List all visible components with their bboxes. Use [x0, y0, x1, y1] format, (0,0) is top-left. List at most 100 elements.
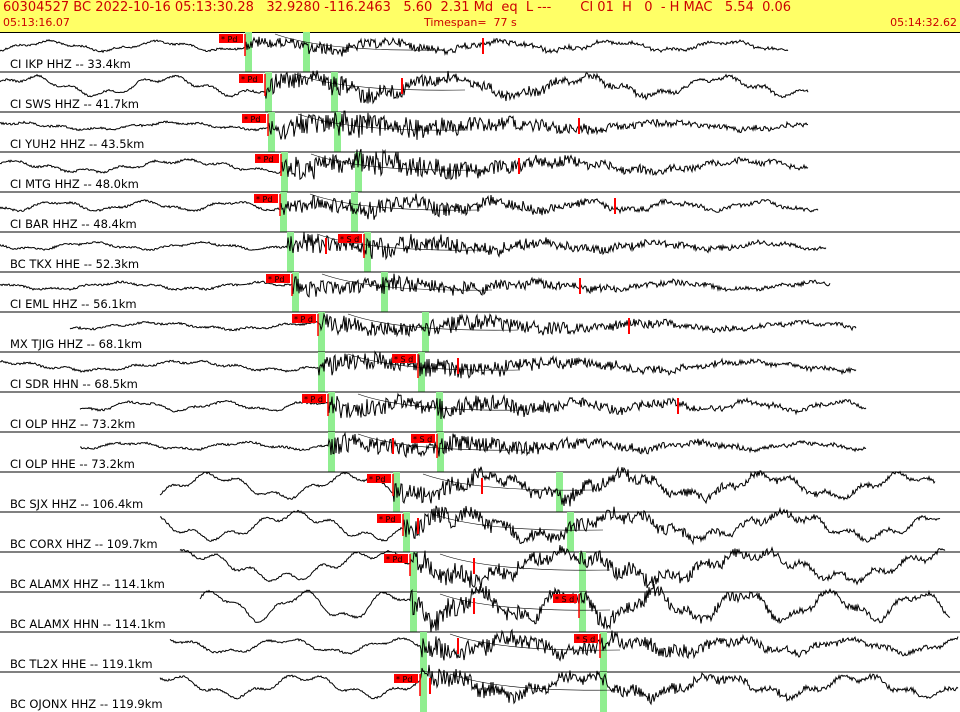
p-window — [287, 232, 294, 272]
p-pick-label: * Pd — [369, 475, 385, 484]
station-label: CI MTG HHZ -- 48.0km — [10, 177, 139, 191]
p-window — [420, 672, 427, 712]
coda-curve — [321, 273, 493, 291]
waveform — [69, 312, 857, 338]
s-pick-label: * S d — [413, 435, 432, 444]
station-label: CI YUH2 HHZ -- 43.5km — [10, 137, 145, 151]
coda-curve — [347, 353, 519, 371]
waveform — [79, 392, 867, 420]
station-label: CI IKP HHZ -- 33.4km — [10, 57, 131, 71]
s-window — [600, 632, 607, 672]
seismogram-panel[interactable]: * Pd * Pd * Pd * Pd * Pd * S d * Pd * P d * S d *… — [0, 32, 960, 712]
station-label: BC ALAMX HHN -- 114.1km — [10, 617, 166, 631]
coda-curve — [294, 73, 466, 91]
s-window — [600, 672, 607, 712]
waveform — [0, 273, 831, 298]
station-label: BC ALAMX HHZ -- 114.1km — [10, 577, 165, 591]
p-window — [318, 312, 325, 352]
station-label: BC OJONX HHZ -- 119.9km — [10, 697, 163, 711]
s-window — [355, 152, 362, 192]
s-pick-label: * S d — [576, 635, 595, 644]
p-pick-label: * Pd — [379, 515, 395, 524]
coda-curve — [347, 313, 519, 331]
station-label: CI BAR HHZ -- 48.4km — [10, 217, 137, 231]
waveform — [0, 36, 789, 57]
s-window — [422, 312, 429, 352]
p-pick-box — [242, 114, 266, 123]
p-pick-box — [254, 194, 278, 203]
p-pick-box — [255, 154, 279, 163]
timespan: Timespan= 77 s — [424, 16, 517, 29]
waveform — [0, 232, 827, 261]
waveform — [159, 505, 941, 546]
s-pick-label: * S d — [394, 355, 413, 364]
s-window — [437, 432, 444, 472]
coda-curve — [274, 33, 446, 51]
p-window — [328, 392, 335, 432]
coda-curve — [422, 473, 594, 491]
trace-labels: CI IKP HHZ -- 33.4km CI SWS HHZ -- 41.7km… — [0, 32, 960, 712]
waveform — [199, 583, 951, 633]
waveform — [0, 193, 819, 220]
coda-curve — [449, 633, 621, 651]
station-label: MX TJIG HHZ -- 68.1km — [10, 337, 143, 351]
s-pick-label: * S d — [340, 235, 359, 244]
event-summary: 60304527 BC 2022-10-16 05:13:30.28 32.92… — [3, 0, 792, 15]
p-pick-box — [292, 314, 316, 323]
coda-curve — [439, 593, 611, 611]
waveform — [179, 544, 946, 589]
s-window — [364, 232, 371, 272]
p-pick-label: * Pd — [268, 275, 284, 284]
p-pick-box — [394, 674, 418, 683]
start-time: 05:13:16.07 — [3, 16, 70, 29]
p-pick-box — [239, 74, 263, 83]
p-pick-box — [266, 274, 290, 283]
p-window — [410, 592, 417, 632]
s-window — [436, 392, 443, 432]
coda-curve — [316, 233, 488, 251]
coda-curve — [357, 433, 529, 451]
p-pick-label: * Pd — [256, 195, 272, 204]
p-pick-box — [384, 554, 408, 563]
p-window — [410, 552, 417, 592]
p-pick-label: * Pd — [386, 555, 402, 564]
p-pick-box — [219, 34, 243, 43]
waveform — [80, 431, 867, 459]
coda-curve — [449, 673, 621, 691]
station-label: CI OLP HHZ -- 73.2km — [10, 417, 136, 431]
station-label: BC CORX HHZ -- 109.7km — [10, 537, 158, 551]
station-label: CI SDR HHN -- 68.5km — [10, 377, 138, 391]
p-pick-label: * Pd — [241, 75, 257, 84]
station-label: BC TKX HHE -- 52.3km — [10, 257, 140, 271]
s-pick-box — [553, 594, 577, 603]
waveform — [0, 350, 857, 379]
p-pick-box — [367, 474, 391, 483]
p-pick-label: * P d — [304, 395, 323, 404]
p-pick-label: * Pd — [244, 115, 260, 124]
s-pick-box — [411, 434, 435, 443]
p-window — [281, 152, 288, 192]
s-pick-box — [392, 354, 416, 363]
station-label: BC TL2X HHE -- 119.1km — [10, 657, 153, 671]
coda-curve — [439, 553, 611, 571]
p-pick-label: * Pd — [257, 155, 273, 164]
p-window — [245, 32, 252, 72]
waveform — [159, 664, 959, 706]
p-window — [265, 72, 272, 112]
p-window — [318, 352, 325, 392]
s-pick-box — [574, 634, 598, 643]
event-header: 60304527 BC 2022-10-16 05:13:30.28 32.92… — [0, 0, 960, 33]
waveform — [169, 628, 959, 662]
coda-curve — [357, 393, 529, 411]
p-pick-label: * P d — [294, 315, 313, 324]
s-pick-box — [338, 234, 362, 243]
station-label: CI OLP HHE -- 73.2km — [10, 457, 135, 471]
s-window — [331, 72, 338, 112]
p-window — [420, 632, 427, 672]
waveform — [159, 466, 936, 507]
station-label: CI SWS HHZ -- 41.7km — [10, 97, 139, 111]
coda-curve — [310, 153, 482, 171]
s-pick-label: * S d — [555, 595, 574, 604]
waveform — [0, 110, 809, 140]
s-window — [567, 512, 574, 552]
